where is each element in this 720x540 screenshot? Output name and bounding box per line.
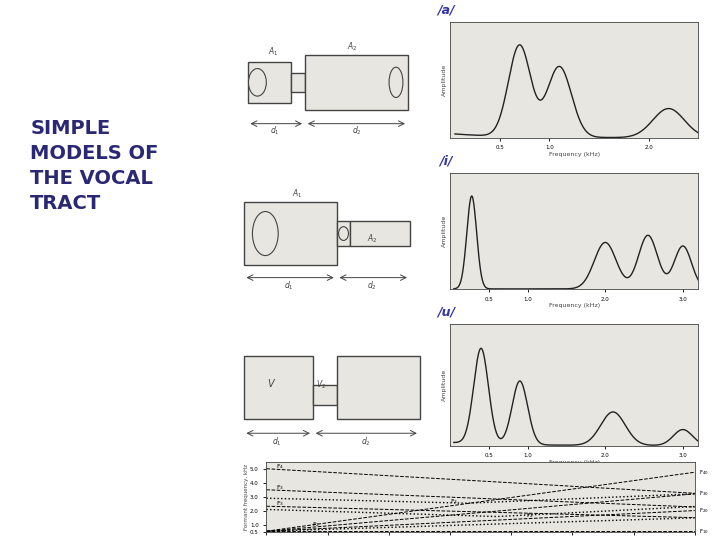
Ellipse shape bbox=[338, 227, 348, 240]
Text: SIMPLE
MODELS OF
THE VOCAL
TRACT: SIMPLE MODELS OF THE VOCAL TRACT bbox=[30, 119, 158, 213]
Bar bbox=[337, 221, 351, 246]
Text: $V$: $V$ bbox=[266, 377, 276, 389]
Text: $d_1$: $d_1$ bbox=[271, 124, 280, 137]
Text: F$_{40}$: F$_{40}$ bbox=[699, 468, 709, 477]
Ellipse shape bbox=[389, 67, 403, 98]
Text: /u/: /u/ bbox=[437, 306, 456, 319]
Text: F$_3$: F$_3$ bbox=[450, 497, 458, 506]
Text: F$_2$: F$_2$ bbox=[312, 520, 320, 529]
X-axis label: Frequency (kHz): Frequency (kHz) bbox=[549, 303, 600, 308]
Bar bbox=[243, 356, 312, 419]
Text: /i/: /i/ bbox=[440, 154, 453, 167]
Bar bbox=[305, 55, 408, 110]
Bar bbox=[243, 202, 337, 265]
Text: $d_2$: $d_2$ bbox=[367, 280, 377, 292]
Ellipse shape bbox=[248, 69, 266, 96]
Bar bbox=[337, 356, 420, 419]
Y-axis label: Amplitude: Amplitude bbox=[442, 369, 447, 401]
Text: $d_2$: $d_2$ bbox=[351, 124, 361, 137]
Text: $d_2$: $d_2$ bbox=[361, 436, 372, 448]
Text: $d_1$: $d_1$ bbox=[272, 436, 282, 448]
Text: F$_3$: F$_3$ bbox=[276, 500, 284, 508]
Text: $A_2$: $A_2$ bbox=[367, 233, 377, 245]
Bar bbox=[291, 73, 305, 92]
Ellipse shape bbox=[253, 212, 278, 255]
Bar bbox=[248, 62, 291, 103]
Text: F$_{20}$: F$_{20}$ bbox=[699, 506, 709, 515]
Text: /a/: /a/ bbox=[438, 3, 455, 16]
Text: F$_{30}$: F$_{30}$ bbox=[699, 489, 709, 498]
Y-axis label: Amplitude: Amplitude bbox=[442, 64, 447, 96]
Text: $A_1$: $A_1$ bbox=[268, 46, 279, 58]
Text: F$_4$: F$_4$ bbox=[276, 462, 284, 471]
X-axis label: Frequency (kHz): Frequency (kHz) bbox=[549, 152, 600, 157]
X-axis label: Frequency (kHz): Frequency (kHz) bbox=[549, 460, 600, 464]
Text: F$_{10}$: F$_{10}$ bbox=[699, 526, 709, 536]
Text: F$_3$: F$_3$ bbox=[276, 483, 284, 492]
Y-axis label: Formant frequency, kHz: Formant frequency, kHz bbox=[243, 464, 248, 530]
Text: $d_1$: $d_1$ bbox=[284, 280, 294, 292]
Bar bbox=[351, 221, 410, 246]
Text: F$_2$: F$_2$ bbox=[526, 511, 534, 520]
Text: $A_1$: $A_1$ bbox=[292, 187, 302, 200]
Y-axis label: Amplitude: Amplitude bbox=[442, 215, 447, 247]
Bar bbox=[313, 384, 337, 404]
Text: $V_2$: $V_2$ bbox=[315, 379, 326, 391]
Text: $A_2$: $A_2$ bbox=[347, 40, 358, 53]
